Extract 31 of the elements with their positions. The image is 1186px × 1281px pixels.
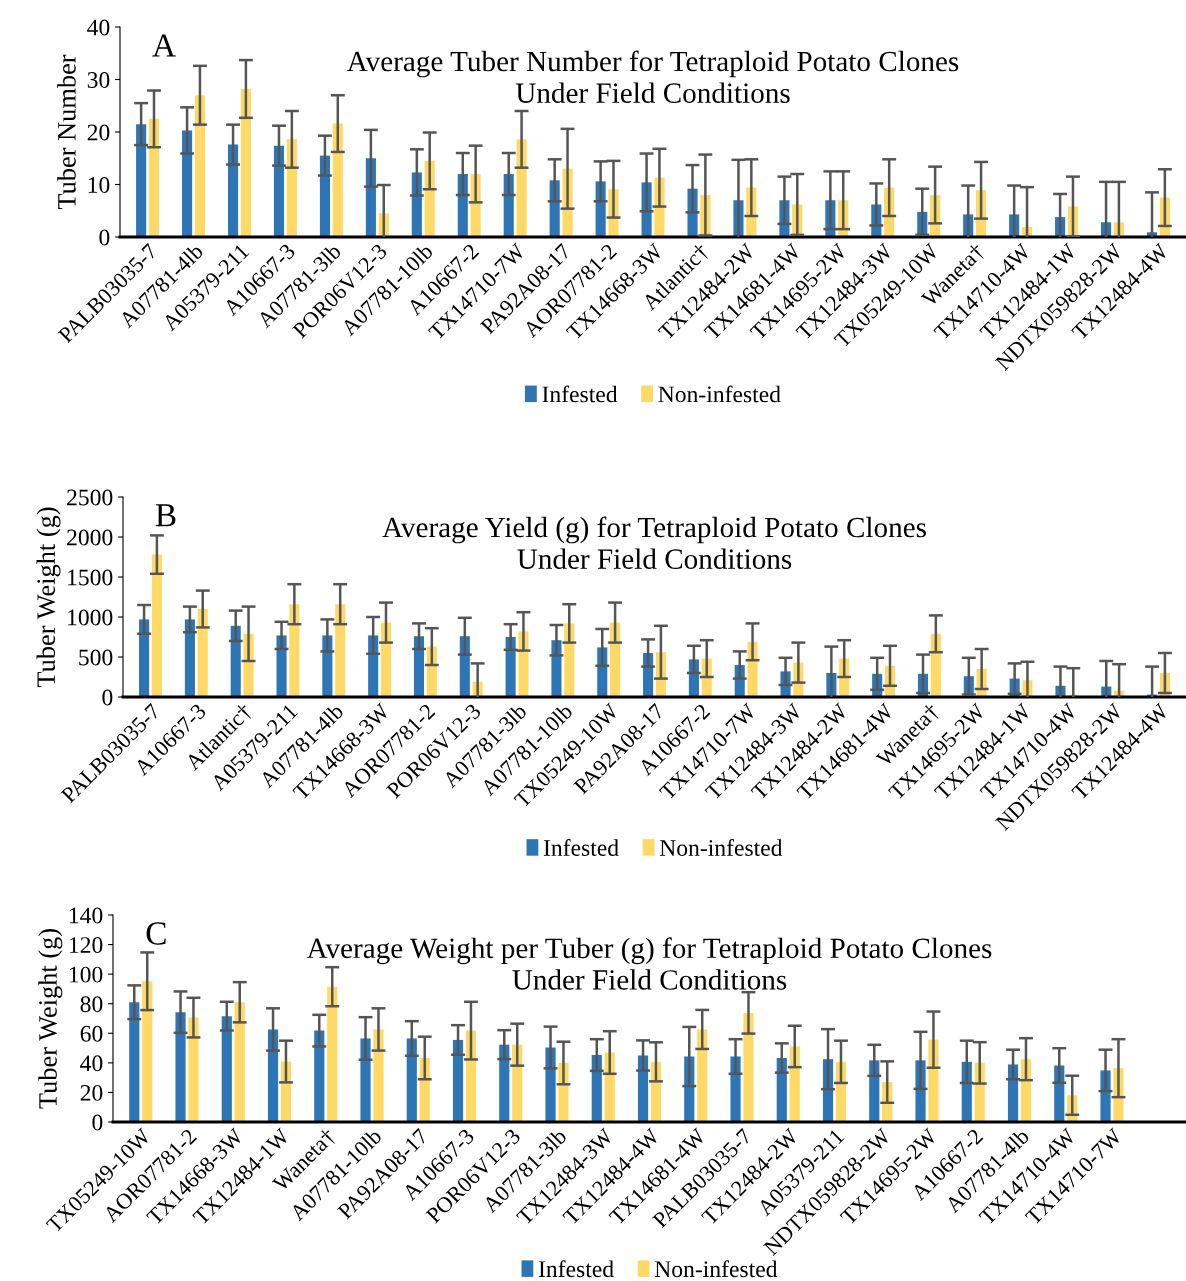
legend-label: Non-infested	[654, 1260, 778, 1278]
y-tick-label: 30	[87, 71, 110, 88]
y-tick-label: 10	[88, 176, 110, 193]
annotation: A	[152, 34, 176, 57]
annotation: B	[155, 504, 176, 527]
text: Average Yield (g) for Tetraploid Potato Clones Under Field Conditions	[382, 516, 926, 569]
y-tick-label: 1500	[68, 569, 113, 586]
y-tick-label: 40	[87, 19, 110, 36]
y-tick-label: 140	[69, 907, 103, 924]
text: Average Tuber Number for Tetraploid Potato Clones Under Field Conditions	[347, 50, 959, 103]
legend-label: Infested	[543, 839, 619, 856]
y-tick-label: 2500	[67, 489, 113, 506]
legend-label: Infested	[542, 385, 618, 403]
legend-label: Non-infested	[658, 385, 781, 403]
y-axis-title: Tuber Weight (g)	[36, 507, 61, 688]
y-tick-label: 100	[69, 966, 103, 983]
y-tick-label: 60	[80, 1025, 103, 1042]
y-tick-label: 20	[87, 124, 110, 141]
y-tick-label: 20	[80, 1084, 103, 1101]
legend-label: Infested	[538, 1260, 614, 1278]
y-tick-label: 2000	[67, 529, 113, 546]
y-tick-label: 500	[79, 649, 113, 666]
y-tick-label: 80	[80, 996, 103, 1013]
y-axis-title: Tuber Number	[57, 54, 76, 210]
legend-label: Non-infested	[659, 839, 783, 856]
y-axis-title: Tuber Weight (g)	[38, 929, 63, 1109]
y-tick-label: 1000	[68, 609, 113, 626]
y-tick-label: 120	[69, 937, 103, 953]
text: Average Weight per Tuber (g) for Tetraploid Potato Clones Under Field Conditions	[306, 937, 992, 990]
annotation: C	[146, 922, 166, 945]
y-tick-label: 40	[80, 1055, 103, 1072]
